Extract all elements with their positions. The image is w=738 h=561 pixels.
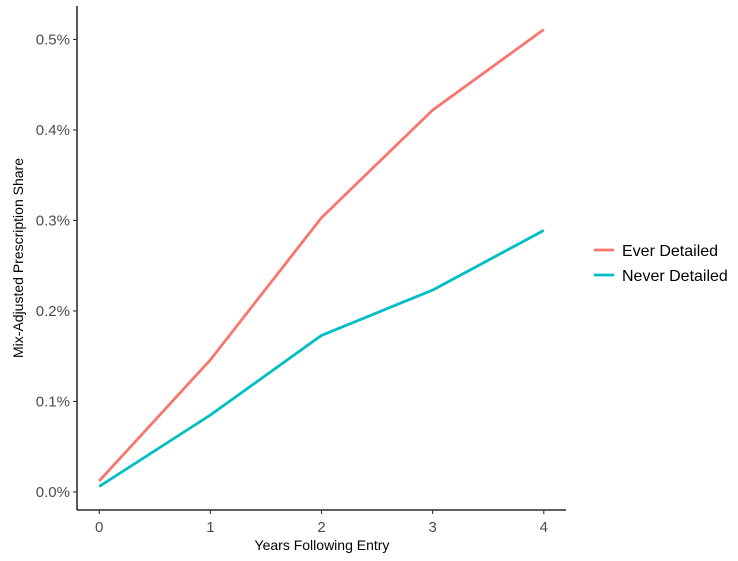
x-tick-label: 0 [95, 519, 103, 536]
x-tick-label: 3 [428, 519, 436, 536]
y-tick-label: 0.5% [36, 31, 70, 48]
series-line-ever-detailed [98, 28, 545, 482]
series-layer [98, 28, 545, 488]
y-tick-label: 0.2% [36, 303, 70, 320]
axes-layer: 0.0% 0.1% 0.2% 0.3% 0.4% 0.5% 0 1 2 3 4 [36, 6, 566, 536]
x-tick-label: 2 [317, 519, 325, 536]
legend-label-never-detailed: Never Detailed [622, 268, 728, 285]
x-axis-title: Years Following Entry [255, 537, 390, 553]
y-axis-title: Mix-Adjusted Prescription Share [10, 158, 26, 358]
legend-label-ever-detailed: Ever Detailed [622, 243, 718, 260]
legend: Ever Detailed Never Detailed [594, 243, 728, 285]
x-tick-label: 1 [206, 519, 214, 536]
y-tick-label: 0.1% [36, 393, 70, 410]
y-tick-label: 0.4% [36, 122, 70, 139]
series-line-never-detailed [98, 229, 545, 488]
y-tick-label: 0.0% [36, 484, 70, 501]
x-tick-label: 4 [540, 519, 548, 536]
y-tick-label: 0.3% [36, 212, 70, 229]
